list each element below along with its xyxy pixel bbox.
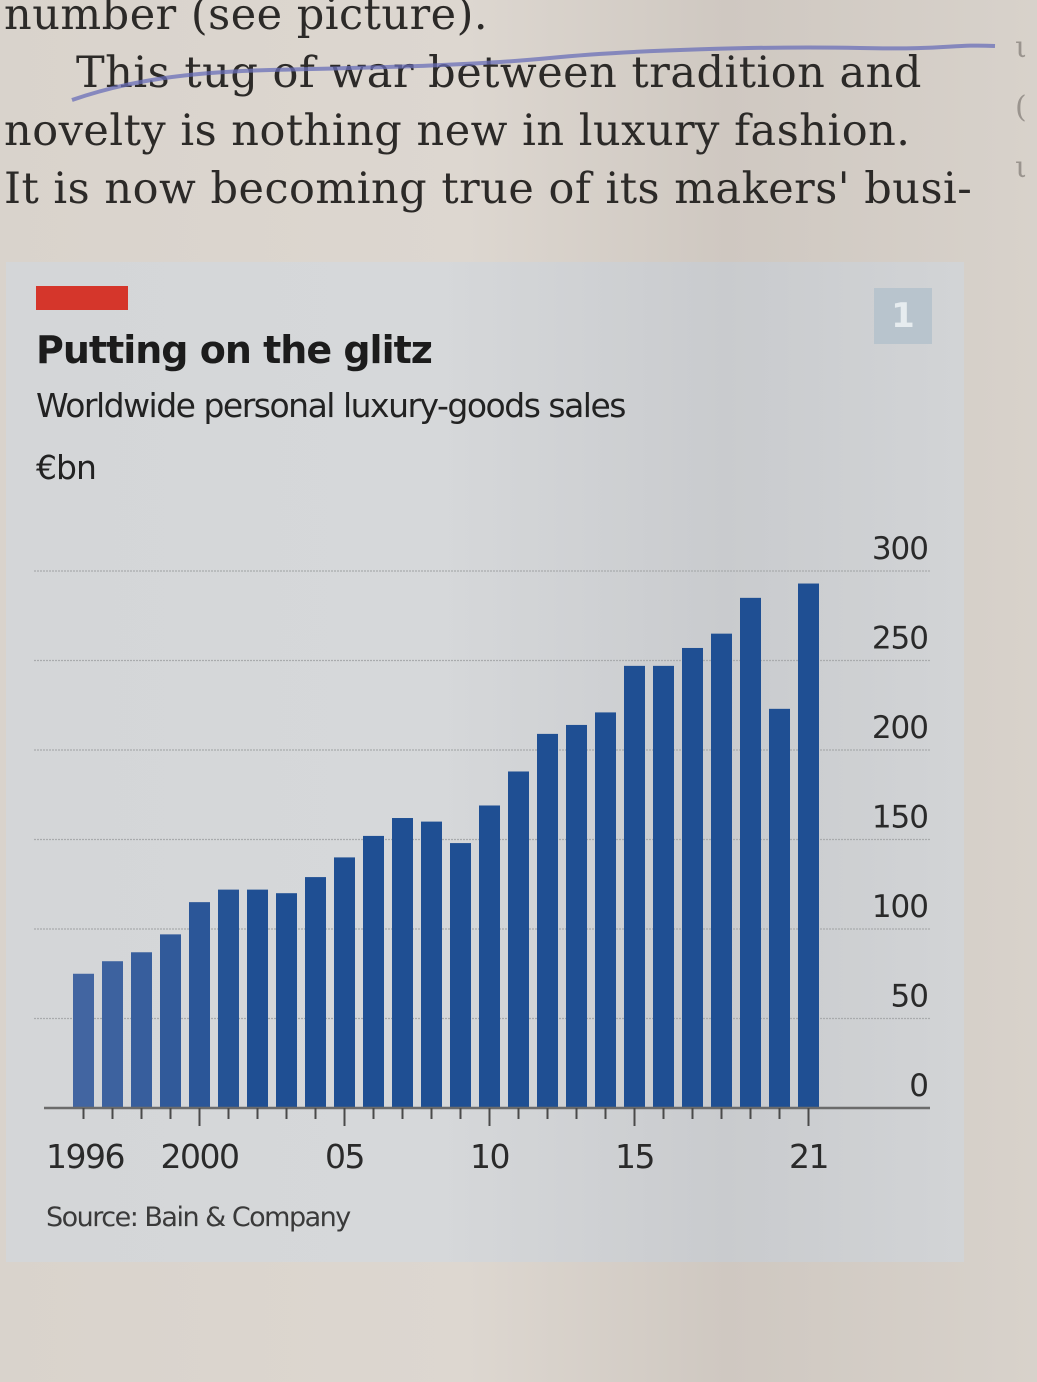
y-tick-label: 0 <box>909 1068 928 1104</box>
bar-2008 <box>421 821 442 1108</box>
article-text: number (see picture). This tug of war be… <box>4 0 994 218</box>
chart-subtitle: Worldwide personal luxury-goods sales <box>36 386 626 425</box>
chart-title: Putting on the glitz <box>36 328 433 372</box>
x-tick-label: 15 <box>615 1137 654 1176</box>
bar-2018 <box>711 633 732 1108</box>
x-tick-label: 2000 <box>161 1137 239 1176</box>
bar-2017 <box>682 647 703 1108</box>
chart-source: Source: Bain & Company <box>46 1202 351 1233</box>
bar-2002 <box>247 889 268 1108</box>
bar-2011 <box>508 771 529 1108</box>
red-tag <box>36 286 128 310</box>
x-tick-label: 10 <box>470 1137 509 1176</box>
article-line: novelty is nothing new in luxury fashion… <box>4 106 911 156</box>
y-tick-label: 100 <box>872 889 928 925</box>
chart-unit: €bn <box>36 448 97 487</box>
margin-marks: ι(ι <box>1015 30 1027 185</box>
chart-panel: 1 Putting on the glitz Worldwide persona… <box>6 262 964 1262</box>
y-tick-label: 200 <box>872 710 928 746</box>
chart-number-badge: 1 <box>874 288 932 344</box>
y-tick-label: 300 <box>872 531 928 567</box>
bar-2003 <box>276 893 297 1108</box>
bar-1999 <box>160 934 181 1108</box>
bar-1996 <box>73 973 94 1108</box>
y-tick-label: 150 <box>872 800 928 836</box>
bar-2001 <box>218 889 239 1108</box>
bar-2010 <box>479 805 500 1108</box>
bar-2013 <box>566 724 587 1108</box>
y-tick-label: 250 <box>872 621 928 657</box>
bar-2005 <box>334 857 355 1108</box>
x-tick-label: 05 <box>325 1137 364 1176</box>
bar-2007 <box>392 818 413 1108</box>
x-tick-label: 21 <box>789 1137 828 1176</box>
bar-2016 <box>653 665 674 1108</box>
bar-2015 <box>624 665 645 1108</box>
x-tick-label: 1996 <box>46 1137 124 1176</box>
bar-2021 <box>798 583 819 1108</box>
bar-1997 <box>102 961 123 1108</box>
bar-2014 <box>595 712 616 1108</box>
bar-chart: 0 50 100 150 200 250 300 1996 2000 05 10 15 21 <box>34 531 930 1176</box>
bar-2006 <box>363 835 384 1108</box>
bar-2012 <box>537 733 558 1108</box>
bar-2020 <box>769 708 790 1108</box>
article-line: It is now becoming true of its makers' b… <box>4 164 973 214</box>
article-line: number (see picture). <box>4 0 489 40</box>
bar-1998 <box>131 952 152 1108</box>
bar-2000 <box>189 902 210 1108</box>
article-line: This tug of war between tradition and <box>76 48 922 98</box>
bar-2009 <box>450 843 471 1108</box>
y-tick-label: 50 <box>891 979 928 1015</box>
bar-2019 <box>740 597 761 1108</box>
bar-2004 <box>305 877 326 1108</box>
